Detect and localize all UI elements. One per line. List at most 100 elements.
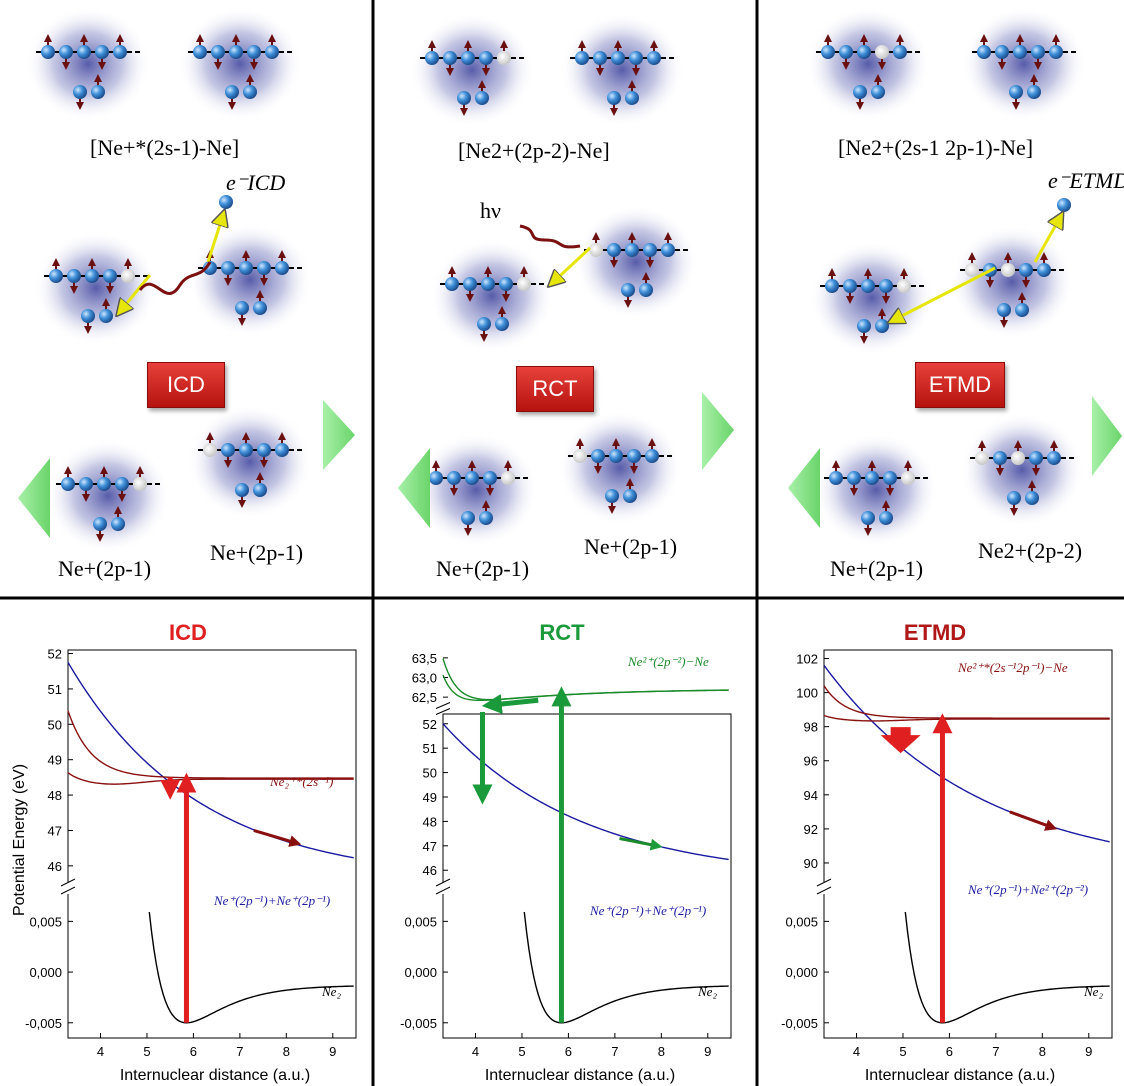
electron-ball [829,460,843,485]
electron-cloud [430,238,554,354]
electron-ball [591,449,605,474]
electron-ball [1025,480,1039,505]
electron-ball [847,471,861,496]
x-tick-label: 6 [946,1044,953,1059]
electron-ball [843,279,857,304]
electron-ball [95,45,109,70]
hole-marker [897,268,911,293]
curve-label-excited-rct: Ne²⁺(2p⁻²)−Ne [627,654,709,669]
electron-ball [265,34,279,59]
electron-ball [477,317,491,342]
electron-ball [575,40,589,65]
electron-ball [1015,292,1029,317]
process-badge-rct: RCT [516,366,594,412]
y-tick-label: 47 [48,823,62,838]
x-axis-label-etmd: Internuclear distance (a.u.) [865,1067,1055,1084]
electron-ball [1027,74,1041,99]
curve-label-ground-etmd: Ne₂ [1083,984,1103,999]
electron-ball [77,34,91,59]
y-tick-label: 102 [796,652,818,667]
x-tick-label: 7 [611,1044,618,1059]
x-axis-label-rct: Internuclear distance (a.u.) [485,1067,675,1084]
curve-label-ground-rct: Ne₂ [697,984,717,999]
y-tick-label: 0,000 [785,965,818,980]
y-axis-label: Potential Energy (eV) [11,764,28,916]
electron-ball [443,51,457,76]
hole-marker [975,440,989,465]
electron-ball [839,45,853,70]
electron-ball [447,471,461,496]
x-tick-label: 9 [704,1044,711,1059]
x-tick-label: 5 [518,1044,525,1059]
hole-marker [1011,440,1025,465]
y-tick-label: -0,005 [781,1016,818,1031]
electron-ball [1031,45,1045,70]
electron-cloud [806,6,930,122]
mechanism-schematics: [Ne+*(2s-1)-Ne] [Ne2+(2p-2)-Ne] [Ne2+(2s… [0,0,1124,600]
curve-excited-2 [823,714,1110,722]
hole-marker [965,252,979,277]
electron-ball [625,232,639,257]
separation-arrow-left-rct [398,448,430,528]
y-tick-label: 51 [48,682,62,697]
curve-excited-2 [67,772,354,785]
electron-ball [661,232,675,257]
electron-ball [1007,491,1021,516]
electron-cloud [810,240,934,356]
hole-marker [121,258,135,283]
chart-title-icd: ICD [169,620,207,645]
x-tick-label: 5 [899,1044,906,1059]
x-tick-label: 4 [97,1044,104,1059]
electron-ball [49,258,63,283]
final-left-label-etmd: Ne+(2p-1) [830,556,923,581]
electron-ball [253,290,267,315]
electron-ball [475,80,489,105]
electron-ball [239,432,253,457]
x-axis-label-icd: Internuclear distance (a.u.) [120,1067,310,1084]
initial-state-label-rct: [Ne2+(2p-2)-Ne] [458,138,610,163]
electron-ball [593,51,607,76]
electron-ball [879,279,893,304]
electron-cloud [560,12,684,128]
y-tick-label: 0,005 [404,914,437,929]
transfer-arrow-rct [550,246,592,285]
y-tick-label: 0,000 [404,965,437,980]
electron-cloud [814,432,938,548]
electron-ball [861,268,875,293]
process-badge-etmd: ETMD [915,362,1005,408]
electron-ball [225,85,239,110]
initial-state-label-icd: [Ne+*(2s-1)-Ne] [90,135,239,160]
electron-ball [639,272,653,297]
curve-label-final-icd: Ne⁺(2p⁻¹)+Ne⁺(2p⁻¹) [213,893,330,908]
electron-cloud [962,6,1086,122]
electron-label-etmd: e⁻ETMD [1048,168,1124,193]
electron-label-icd: e⁻ICD [226,170,285,195]
electron-ball [99,298,113,323]
curve-excited-1 [67,710,354,779]
electron-ball [853,85,867,110]
electron-ball [243,74,257,99]
electron-ball [239,250,253,275]
electron-ball [479,500,493,525]
electron-cloud [178,6,302,122]
chart-title-etmd: ETMD [904,620,966,645]
electron-cloud [26,6,150,122]
electron-ball [91,74,105,99]
y-tick-label: 94 [804,788,818,803]
final-left-label-rct: Ne+(2p-1) [436,556,529,581]
y-tick-label: 90 [804,856,818,871]
y-tick-label: 50 [48,717,62,732]
electron-ball [997,303,1011,328]
y-tick-label: 98 [804,720,818,735]
electron-ball [893,34,907,59]
axis-break-gap [818,882,830,894]
hole-marker [573,438,587,463]
electron-ball [645,438,659,463]
electron-ball [275,432,289,457]
x-tick-label: 6 [190,1044,197,1059]
y-tick-label: 46 [423,863,437,878]
electron-ball [235,483,249,508]
electron-ball [41,34,55,59]
x-tick-label: 6 [565,1044,572,1059]
y-tick-label: 48 [48,788,62,803]
